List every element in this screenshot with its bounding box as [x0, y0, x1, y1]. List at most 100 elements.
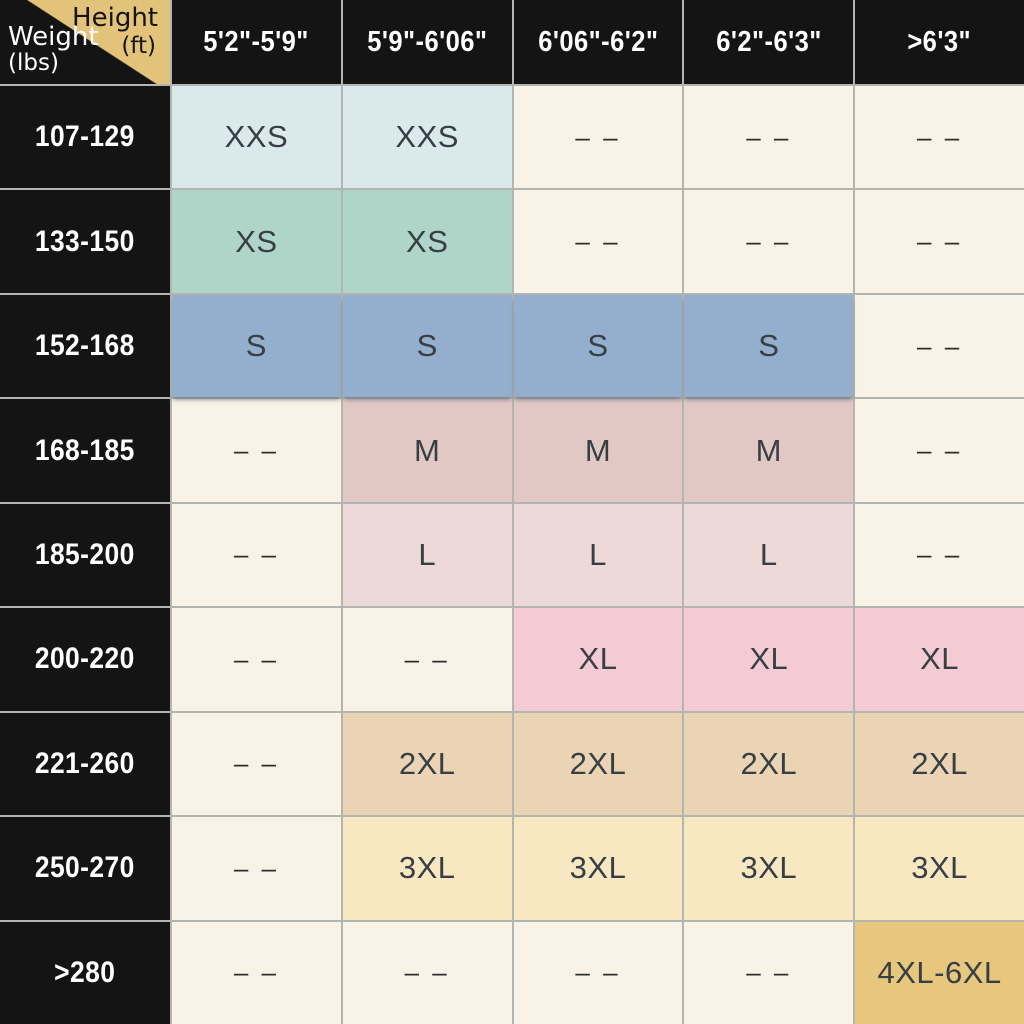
size-cell: – –: [172, 608, 341, 711]
size-cell: XL: [855, 608, 1024, 711]
size-cell: – –: [342, 921, 512, 1024]
row-header-weight: 200-220: [0, 608, 170, 711]
size-cell-label: – –: [404, 957, 450, 988]
size-cell-label: – –: [233, 957, 279, 988]
size-cell-label: 2XL: [398, 745, 456, 781]
size-cell-label: – –: [917, 539, 963, 570]
size-cell: 3XL: [342, 817, 512, 920]
size-cell-label: 2XL: [569, 745, 627, 781]
size-cell-label: 4XL-6XL: [877, 954, 1002, 990]
size-cell: 3XL: [513, 817, 683, 920]
size-cell-label: – –: [404, 643, 450, 674]
row-header-label: 200-220: [35, 642, 135, 676]
size-cell-label: – –: [917, 121, 963, 152]
row-header-weight: 133-150: [0, 190, 170, 293]
size-cell-label: M: [414, 432, 441, 468]
size-cell: – –: [855, 190, 1024, 293]
size-cell: L: [342, 503, 512, 607]
size-cell-label: – –: [746, 226, 792, 257]
size-cell-label: – –: [575, 957, 621, 988]
size-cell: – –: [172, 399, 341, 502]
size-cell-label: XL: [920, 641, 960, 677]
size-cell: XXS: [172, 86, 341, 189]
size-cell-label: – –: [233, 748, 279, 779]
col-header-height: 6'06"-6'2": [513, 0, 683, 84]
size-cell: 2XL: [342, 712, 512, 816]
size-cell: – –: [513, 86, 683, 189]
size-cell-label: – –: [575, 226, 621, 257]
size-cell-label: 3XL: [398, 850, 456, 886]
size-cell-label: S: [416, 328, 438, 364]
size-cell-label: XS: [235, 223, 278, 259]
height-axis-label: Height: [72, 3, 158, 33]
size-cell: – –: [172, 817, 341, 920]
size-cell: – –: [855, 399, 1024, 502]
size-cell: M: [513, 399, 683, 502]
size-cell-label: M: [755, 432, 782, 468]
size-cell-label: S: [587, 328, 609, 364]
size-cell-label: – –: [575, 121, 621, 152]
size-cell: L: [684, 503, 854, 607]
size-cell: – –: [855, 503, 1024, 607]
size-cell: XS: [172, 190, 341, 293]
size-cell: – –: [172, 712, 341, 816]
size-cell: XL: [513, 608, 683, 711]
weight-axis-unit: (lbs): [8, 50, 59, 76]
size-cell: S: [684, 294, 854, 398]
size-cell-label: XL: [749, 641, 789, 677]
size-cell: M: [342, 399, 512, 502]
size-cell: – –: [342, 608, 512, 711]
corner-header: Height (ft) Weight (lbs): [0, 0, 170, 84]
size-cell-label: – –: [746, 957, 792, 988]
row-header-label: 133-150: [35, 224, 135, 258]
row-header-weight: 185-200: [0, 503, 170, 607]
size-cell: XS: [342, 190, 512, 293]
size-cell-label: – –: [233, 643, 279, 674]
row-header-weight: 107-129: [0, 86, 170, 189]
size-cell-label: – –: [233, 852, 279, 883]
row-header-label: 152-168: [35, 329, 135, 363]
col-header-label: 6'2"-6'3": [715, 25, 822, 58]
size-cell-label: 2XL: [911, 745, 968, 781]
size-cell-label: S: [245, 328, 267, 364]
size-cell-label: 3XL: [911, 850, 968, 886]
size-cell: – –: [172, 503, 341, 607]
row-header-label: 221-260: [35, 746, 135, 780]
height-axis-unit: (ft): [121, 33, 156, 59]
size-cell: 2XL: [684, 712, 854, 816]
col-header-height: 5'9"-6'06": [342, 0, 512, 84]
size-cell: – –: [684, 921, 854, 1024]
row-header-weight: 221-260: [0, 712, 170, 816]
size-cell-label: M: [584, 432, 612, 468]
size-cell: M: [684, 399, 854, 502]
row-header-weight: 152-168: [0, 294, 170, 398]
row-header-weight: 168-185: [0, 399, 170, 502]
size-cell-label: 3XL: [569, 850, 627, 886]
row-header-weight: 250-270: [0, 817, 170, 920]
row-header-weight: >280: [0, 921, 170, 1024]
size-cell-label: XS: [406, 223, 449, 259]
size-cell: – –: [855, 294, 1024, 398]
col-header-height: 6'2"-6'3": [684, 0, 854, 84]
weight-axis-label: Weight: [8, 22, 99, 52]
size-cell-label: L: [589, 536, 607, 572]
size-cell: S: [513, 294, 683, 398]
col-header-label: >6'3": [907, 25, 972, 58]
size-cell: S: [342, 294, 512, 398]
size-cell-label: – –: [917, 435, 963, 466]
size-cell: – –: [513, 921, 683, 1024]
row-header-label: 185-200: [35, 537, 135, 571]
size-cell-label: S: [758, 328, 780, 364]
size-cell-label: – –: [233, 539, 279, 570]
col-header-label: 6'06"-6'2": [537, 25, 659, 58]
size-cell: XXS: [342, 86, 512, 189]
size-cell: 2XL: [855, 712, 1024, 816]
size-cell: – –: [684, 86, 854, 189]
size-cell-label: XXS: [224, 119, 289, 155]
row-header-label: 107-129: [35, 120, 135, 154]
size-cell: – –: [172, 921, 341, 1024]
size-cell: – –: [684, 190, 854, 293]
size-cell: 2XL: [513, 712, 683, 816]
row-header-label: 250-270: [35, 851, 135, 885]
